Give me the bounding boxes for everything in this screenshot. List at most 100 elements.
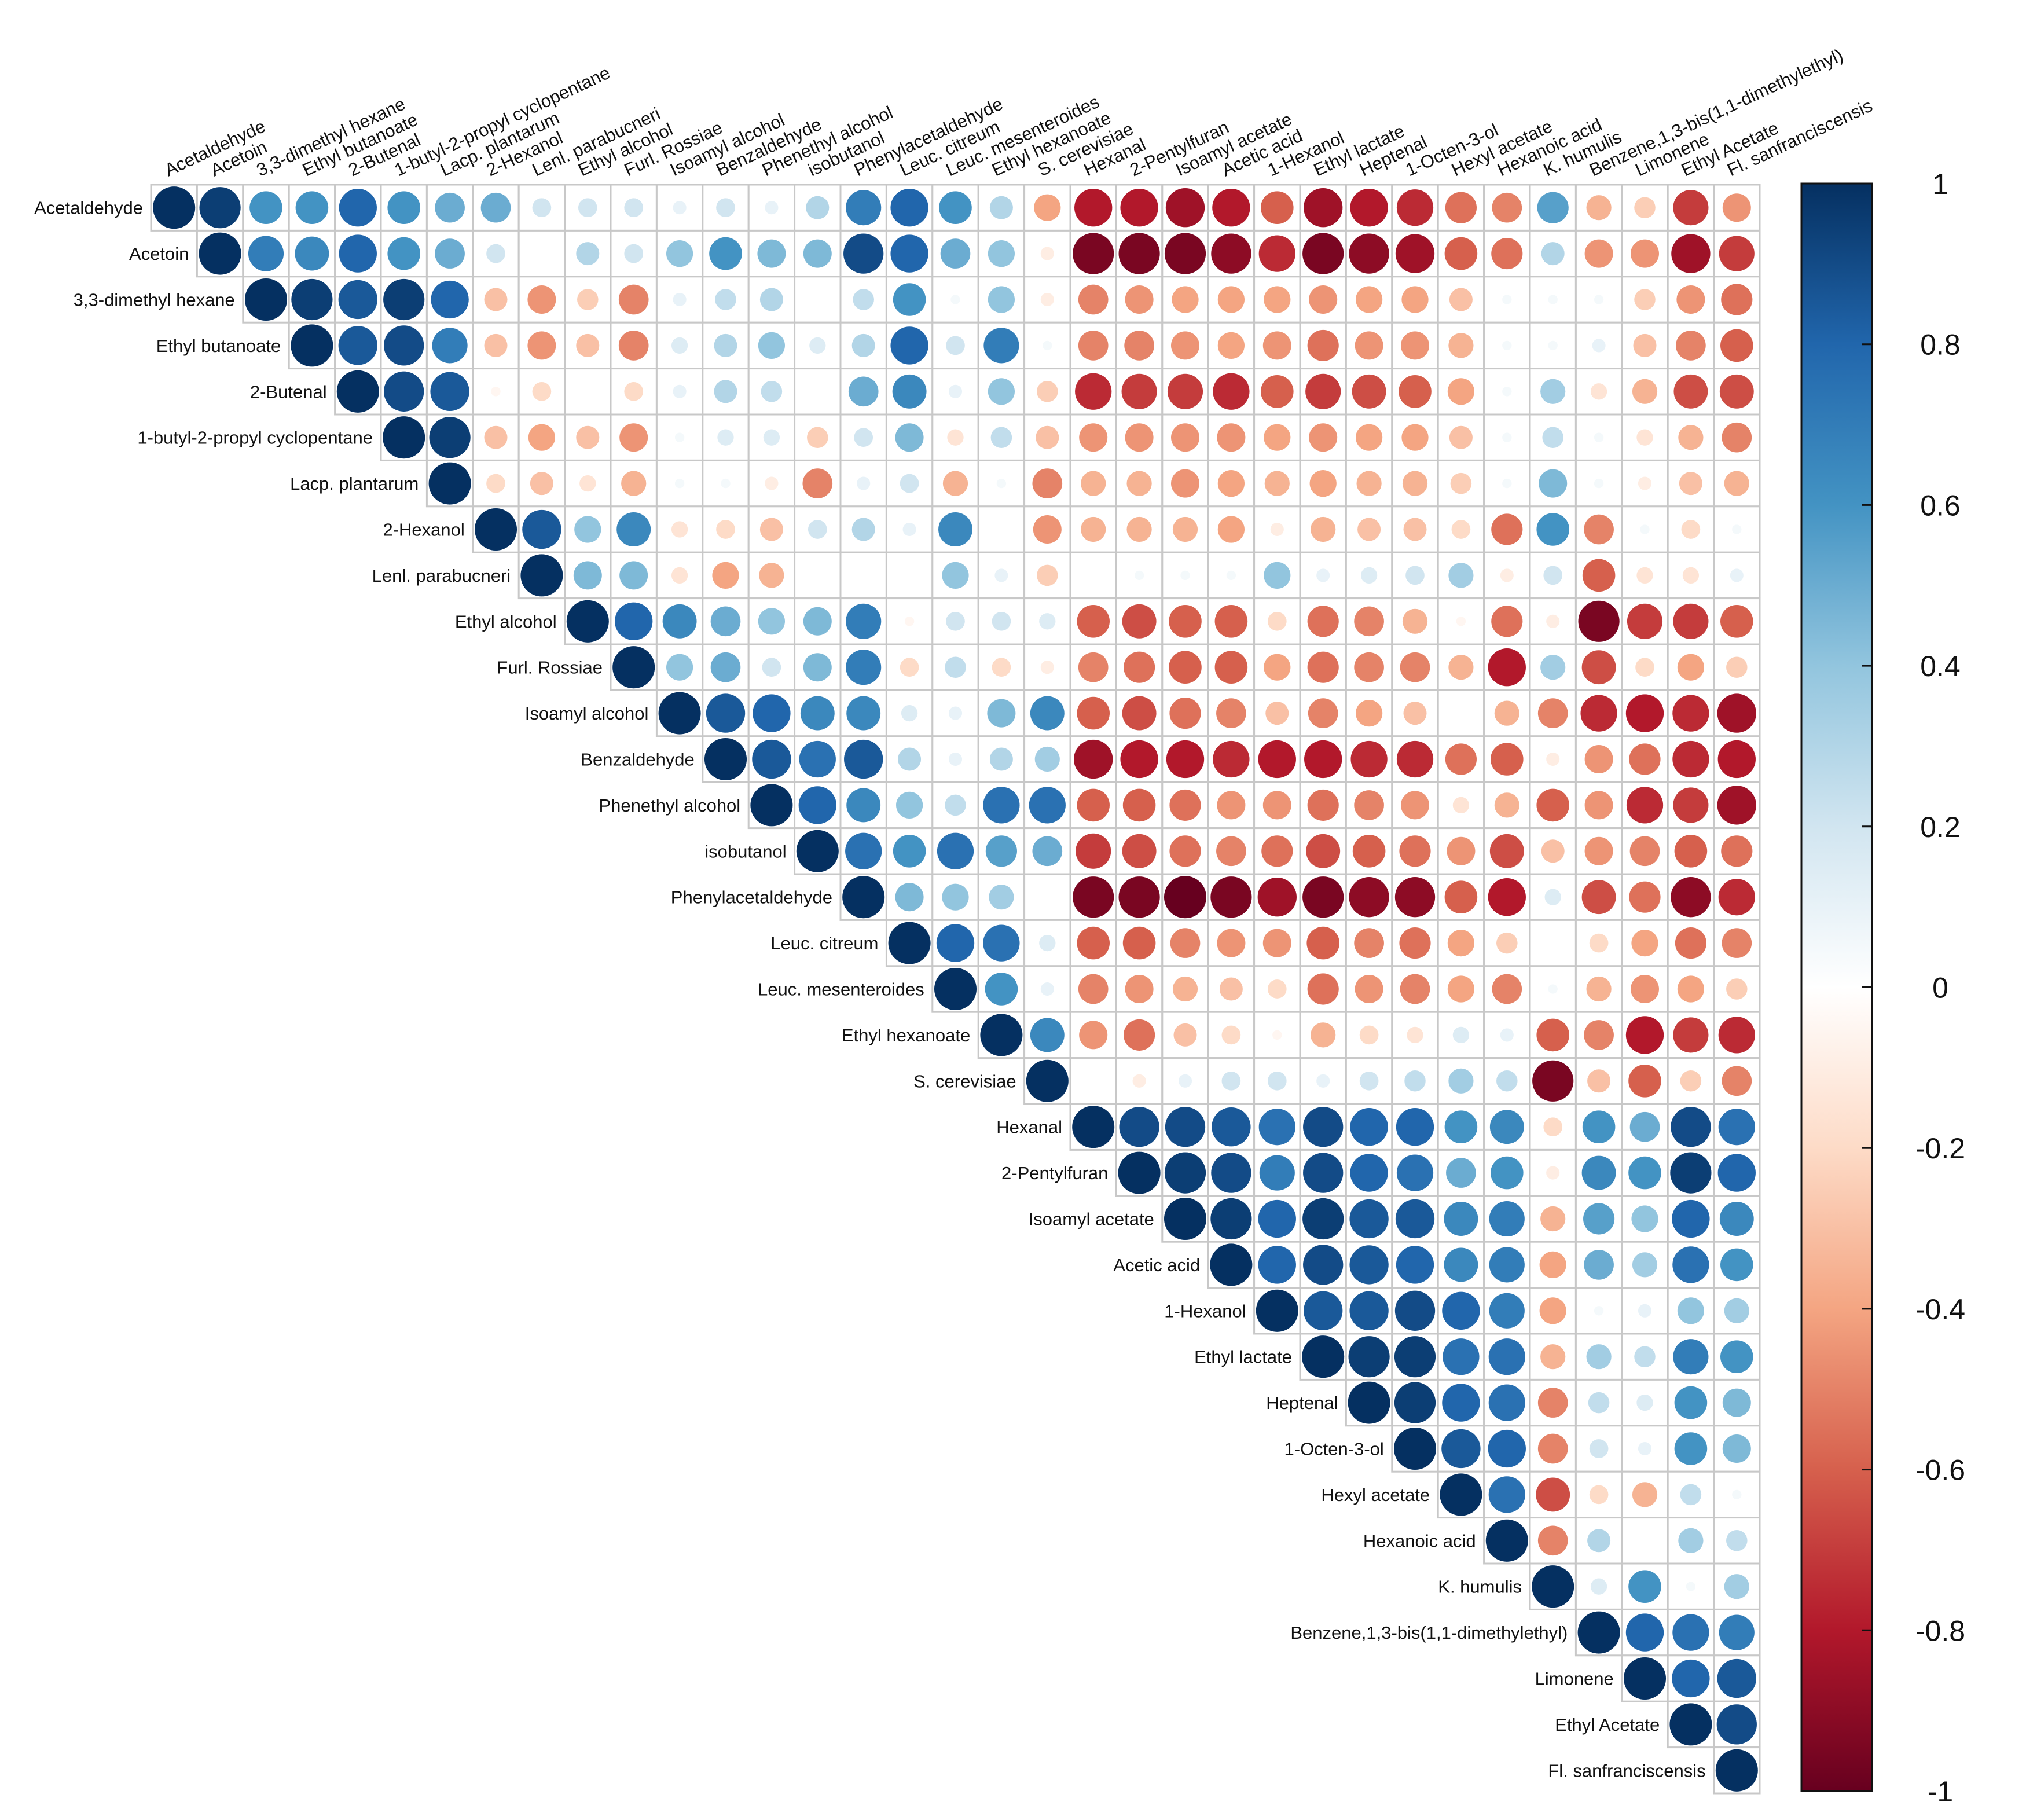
corr-circle-r14-c26 [1352,835,1386,868]
corr-circle-r9-c23 [1214,605,1248,638]
corr-circle-r5-c22 [1170,423,1200,452]
corr-circle-r6-c21 [1126,471,1152,496]
colorbar-tick-label: 0.4 [1920,650,1961,682]
row-label: Hexanal [996,1117,1062,1138]
row-label: Limonene [1535,1669,1614,1689]
corr-circle-r16-c21 [1122,926,1156,960]
corr-circle-r27-c27 [1393,1427,1437,1470]
corr-circle-r8-c19 [1037,564,1058,586]
corr-circle-r13-c14 [798,786,836,824]
corr-circle-r18-c18 [980,1014,1023,1056]
corr-circle-r28-c32 [1632,1482,1658,1507]
corr-circle-r16-c17 [936,924,975,962]
corr-circle-r16-c19 [1039,934,1056,952]
corr-circle-r13-c13 [750,784,793,827]
corr-circle-r1-c6 [435,238,465,269]
corr-circle-r4-c23 [1213,373,1250,410]
corr-circle-r19-c25 [1316,1074,1330,1088]
corr-circle-r11-c16 [901,704,918,722]
corr-circle-r15-c32 [1629,881,1661,913]
corr-circle-r0-c10 [624,198,644,218]
corr-circle-r1-c33 [1671,234,1711,273]
corr-circle-r10-c22 [1169,651,1202,684]
corr-circle-r1-c5 [387,237,420,270]
corr-circle-r24-c27 [1394,1290,1436,1331]
corr-circle-r10-c32 [1635,658,1654,677]
corr-circle-r0-c3 [295,191,329,224]
corr-circle-r17-c29 [1492,974,1522,1004]
corr-circle-r8-c25 [1316,568,1330,582]
corr-circle-r15-c24 [1257,878,1297,917]
corr-circle-r31-c31 [1577,1611,1620,1654]
corr-circle-r1-c13 [757,239,786,268]
corr-circle-r14-c28 [1447,836,1476,865]
corr-circle-r12-c18 [989,747,1013,771]
corr-circle-r0-c16 [890,189,928,227]
corr-circle-r33-c34 [1716,1704,1757,1745]
corr-circle-r7-c13 [759,518,783,541]
corr-circle-r14-c21 [1122,834,1157,868]
corr-circle-r19-c19 [1026,1059,1069,1102]
corr-circle-r11-c30 [1537,698,1568,728]
corr-circle-r30-c32 [1628,1570,1661,1603]
corr-circle-r7-c25 [1311,516,1336,542]
corr-circle-r0-c19 [1034,194,1061,221]
corr-circle-r4-c26 [1352,374,1386,409]
corr-circle-r1-c18 [988,240,1015,267]
corr-circle-r0-c0 [153,186,196,229]
cell-r8-c22 [1161,551,1209,600]
corr-circle-r26-c33 [1674,1386,1708,1419]
corr-circle-r13-c30 [1536,788,1569,822]
corr-circle-r19-c32 [1628,1065,1661,1098]
corr-circle-r1-c14 [803,239,832,268]
corr-circle-r2-c12 [715,289,736,310]
corr-circle-r6-c10 [621,471,647,496]
corr-circle-r14-c30 [1541,839,1565,863]
cell-r19-c20 [1069,1057,1117,1105]
corr-circle-r16-c25 [1306,926,1339,960]
corr-circle-r15-c17 [942,883,969,911]
corr-circle-r23-c24 [1258,1246,1296,1284]
cell-r8-c20 [1069,551,1117,600]
corr-circle-r21-c28 [1446,1158,1476,1188]
corr-circle-r10-c28 [1448,655,1474,680]
corr-circle-r14-c23 [1216,836,1246,867]
corr-circle-r2-c8 [527,285,556,314]
corr-circle-r17-c32 [1630,974,1660,1004]
corr-circle-r1-c10 [624,244,644,263]
corr-circle-r7-c28 [1451,520,1471,539]
corr-circle-r12-c21 [1120,740,1158,779]
corr-circle-r3-c23 [1217,332,1245,359]
colorbar-tick-label: -0.2 [1915,1132,1965,1165]
corr-circle-r3-c6 [432,328,468,364]
corr-circle-r2-c28 [1449,288,1473,311]
corr-circle-r25-c28 [1443,1338,1480,1375]
corr-circle-r3-c4 [338,326,377,365]
corr-circle-r3-c14 [809,337,826,354]
corr-circle-r4-c13 [761,381,783,402]
colorbar-tick-label: -0.6 [1915,1454,1965,1487]
corr-circle-r7-c34 [1732,524,1742,534]
corr-circle-r7-c30 [1536,513,1569,546]
corr-circle-r6-c8 [530,472,553,496]
corr-circle-r14-c17 [937,832,974,869]
corr-circle-r2-c5 [383,278,425,321]
corr-circle-r7-c8 [522,509,561,549]
corr-circle-r0-c21 [1120,189,1158,227]
corr-circle-r4-c5 [384,371,424,412]
corr-circle-r15-c31 [1581,880,1616,915]
corr-circle-r8-c34 [1730,568,1744,582]
corr-circle-r22-c29 [1489,1201,1525,1237]
colorbar-tick-label: -0.8 [1915,1614,1965,1647]
corr-circle-r22-c34 [1719,1202,1754,1236]
corr-circle-r12-c24 [1258,740,1296,779]
corr-circle-r11-c11 [658,692,701,735]
corr-circle-r4-c18 [988,378,1015,405]
corr-circle-r18-c28 [1452,1026,1470,1044]
corr-circle-r24-c30 [1539,1297,1566,1324]
corr-circle-r13-c24 [1262,791,1291,820]
corr-circle-r20-c22 [1165,1107,1206,1147]
corr-circle-r1-c4 [339,234,377,273]
corr-circle-r13-c15 [846,788,881,823]
corr-circle-r0-c1 [199,187,241,229]
